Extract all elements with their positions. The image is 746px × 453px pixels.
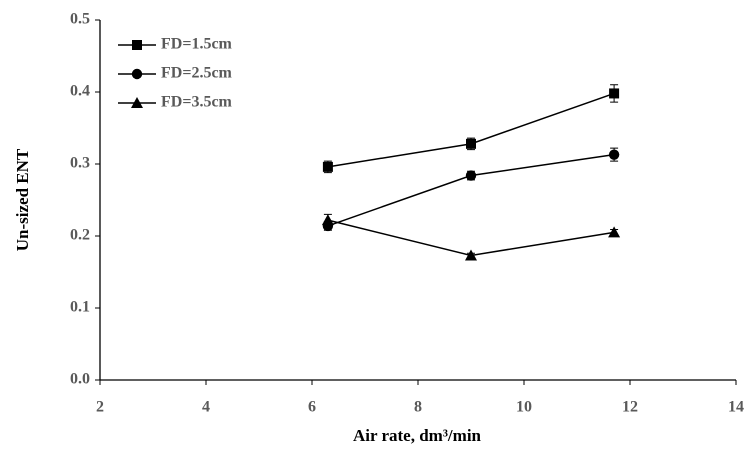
x-tick-label: 8 xyxy=(414,399,422,416)
y-axis-title: Un-sized ENT xyxy=(13,148,32,251)
marker xyxy=(465,249,477,261)
marker xyxy=(322,161,333,172)
marker xyxy=(131,68,143,80)
y-tick-label: 0.0 xyxy=(70,371,90,388)
x-tick-label: 2 xyxy=(96,399,104,416)
marker xyxy=(609,88,620,99)
x-tick-label: 12 xyxy=(622,399,638,416)
x-tick-label: 14 xyxy=(728,399,744,416)
marker xyxy=(465,170,477,181)
y-tick-label: 0.1 xyxy=(70,299,90,316)
x-tick-label: 6 xyxy=(308,399,316,416)
legend-label: FD=3.5cm xyxy=(161,94,233,111)
legend-label: FD=1.5cm xyxy=(161,36,233,53)
y-tick-label: 0.2 xyxy=(70,227,90,244)
marker xyxy=(608,226,621,238)
y-tick-label: 0.5 xyxy=(70,11,90,28)
x-tick-label: 4 xyxy=(202,399,210,416)
marker xyxy=(131,97,143,108)
legend-label: FD=2.5cm xyxy=(161,65,233,82)
y-tick-label: 0.4 xyxy=(70,83,90,100)
marker xyxy=(132,40,142,50)
marker xyxy=(321,214,334,226)
x-tick-label: 10 xyxy=(516,399,532,416)
series-line xyxy=(327,153,615,227)
series-line xyxy=(327,92,615,168)
marker xyxy=(608,149,620,160)
x-axis-title: Air rate, dm³/min xyxy=(353,426,482,445)
y-tick-label: 0.3 xyxy=(70,155,90,172)
marker xyxy=(466,138,476,149)
